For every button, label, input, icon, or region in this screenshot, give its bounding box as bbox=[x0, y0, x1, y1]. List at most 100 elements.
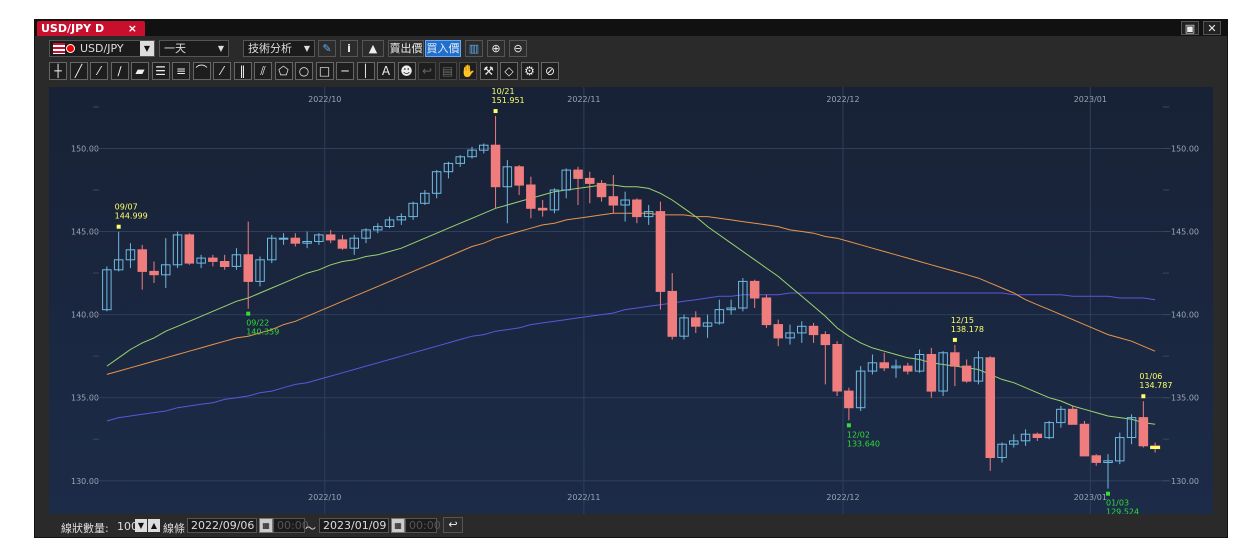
end-time-field[interactable]: 00:00 bbox=[405, 518, 441, 533]
x-tick-top: 2022/12 bbox=[826, 95, 859, 104]
clear-tool[interactable]: ⊘ bbox=[541, 62, 559, 80]
candle-body bbox=[926, 354, 937, 392]
candle-body bbox=[973, 357, 984, 382]
annotation-date: 01/06 bbox=[1139, 372, 1162, 381]
hand-tool[interactable]: ✋ bbox=[459, 62, 477, 80]
vertical-line-tool[interactable]: │ bbox=[356, 62, 375, 80]
horizontal-line-tool[interactable]: ─ bbox=[336, 62, 354, 80]
pentagon-tool[interactable]: ⬠ bbox=[274, 62, 293, 80]
y-tick-right: 140.00 bbox=[1171, 311, 1199, 320]
ray-line-tool[interactable]: ⁄ bbox=[90, 62, 108, 80]
candle-chart-icon[interactable]: ▥ bbox=[465, 40, 483, 57]
bar-count-label: 線狀數量: bbox=[61, 522, 109, 535]
zoom-out-icon[interactable]: ⊖ bbox=[509, 40, 527, 57]
candle-body bbox=[632, 199, 642, 218]
candle-body bbox=[738, 280, 748, 309]
candle-body bbox=[337, 239, 348, 249]
text-tool[interactable]: A bbox=[377, 62, 395, 80]
candle-body bbox=[373, 226, 383, 231]
start-time-field[interactable]: 00:00 bbox=[273, 518, 309, 533]
candle-body bbox=[808, 325, 819, 336]
count-down-icon[interactable]: ▼ bbox=[135, 519, 147, 532]
wrench-tool[interactable]: ⚒ bbox=[479, 62, 498, 80]
settings-tool[interactable]: ⚙ bbox=[520, 62, 539, 80]
count-up-icon[interactable]: ▲ bbox=[148, 519, 160, 532]
end-date-field[interactable]: 2023/01/09 bbox=[319, 518, 389, 533]
fibonacci-tool[interactable]: ≡ bbox=[172, 62, 190, 80]
eraser-tool[interactable]: ◇ bbox=[500, 62, 518, 80]
circle-tool[interactable]: ○ bbox=[295, 62, 313, 80]
start-date-field[interactable]: 2022/09/06 bbox=[187, 518, 257, 533]
reset-icon[interactable]: ↩ bbox=[443, 517, 463, 533]
bid-price-button[interactable]: 買入價 bbox=[425, 40, 461, 57]
y-tick-right: 145.00 bbox=[1171, 228, 1199, 237]
high-marker bbox=[116, 224, 121, 229]
x-tick-bottom: 2023/01 bbox=[1074, 493, 1107, 502]
chart-tab[interactable]: USD/JPY D × bbox=[37, 21, 145, 36]
icon-tool[interactable]: ☻ bbox=[397, 62, 416, 80]
annotation-date: 12/15 bbox=[951, 316, 974, 325]
candle-body bbox=[1079, 423, 1090, 457]
chevron-down-icon: ▼ bbox=[214, 41, 228, 56]
timeframe-label: 一天 bbox=[164, 42, 186, 55]
candle-body bbox=[961, 365, 972, 382]
candle-body bbox=[137, 249, 147, 272]
undo-tool[interactable]: ↩ bbox=[418, 62, 436, 80]
ask-price-button[interactable]: 賣出價 bbox=[388, 40, 424, 57]
chevron-down-icon: ▼ bbox=[140, 41, 154, 56]
candle-body bbox=[149, 270, 159, 276]
copy-tool[interactable]: ▤ bbox=[438, 62, 457, 80]
chart-plot-area[interactable]: 130.00 130.00 135.00 135.00 140.00 140.00 145.… bbox=[49, 87, 1213, 514]
candle-body bbox=[820, 334, 831, 346]
y-tick-left: 140.00 bbox=[71, 311, 99, 320]
symbol-select[interactable]: USD/JPY ▼ bbox=[49, 40, 155, 57]
restore-icon[interactable]: ▣ bbox=[1181, 21, 1199, 35]
candle-body bbox=[325, 234, 336, 241]
candle-body bbox=[914, 354, 925, 372]
trend-line-tool[interactable]: ╱ bbox=[69, 62, 88, 80]
channel-tool[interactable]: ⫽ bbox=[254, 62, 272, 80]
timeframe-select[interactable]: 一天 ▼ bbox=[159, 40, 229, 57]
info-icon[interactable]: i bbox=[340, 40, 358, 57]
candle-body bbox=[290, 237, 301, 244]
low-marker bbox=[246, 311, 251, 316]
candle-body bbox=[408, 202, 418, 218]
vertical-lines-tool[interactable]: ‖ bbox=[233, 62, 252, 80]
candle-body bbox=[785, 332, 795, 339]
crosshair-tool[interactable]: ┼ bbox=[49, 62, 67, 80]
annotation-date: 10/21 bbox=[492, 87, 515, 96]
candle-body bbox=[349, 237, 359, 249]
analysis-select[interactable]: 技術分析 ▼ bbox=[243, 40, 315, 57]
candle-body bbox=[537, 207, 548, 211]
fan-tool[interactable]: ⌒ bbox=[192, 62, 211, 80]
main-toolbar: USD/JPY ▼ 一天 ▼ 技術分析 ▼ ✎ i ▲ 賣出價 買入價 ▥ ⊕ … bbox=[35, 39, 1227, 59]
horizontal-lines-tool[interactable]: ☰ bbox=[151, 62, 170, 80]
annotation-date: 12/02 bbox=[847, 430, 870, 439]
candle-body bbox=[184, 234, 195, 264]
annotation-value: 133.640 bbox=[847, 439, 880, 448]
candle-body bbox=[938, 352, 948, 392]
calendar-icon[interactable]: ▦ bbox=[391, 518, 405, 533]
extended-line-tool[interactable]: ∕ bbox=[110, 62, 129, 80]
candle-body bbox=[867, 362, 878, 372]
tab-close-icon[interactable]: × bbox=[127, 22, 137, 35]
line-label: 線條 bbox=[163, 522, 185, 535]
candle-body bbox=[396, 216, 407, 221]
ruler-tool[interactable]: ▰ bbox=[131, 62, 149, 80]
candle-body bbox=[208, 257, 218, 262]
us-flag-icon bbox=[53, 43, 65, 54]
calendar-icon[interactable]: ▦ bbox=[259, 518, 273, 533]
candle-body bbox=[985, 357, 995, 458]
candle-body bbox=[219, 261, 230, 267]
candle-body bbox=[620, 199, 630, 206]
close-icon[interactable]: ✕ bbox=[1203, 21, 1221, 35]
speed-lines-tool[interactable]: ⁄ bbox=[213, 62, 231, 80]
candle-body bbox=[1138, 417, 1149, 447]
bar-count-value[interactable]: 100 bbox=[117, 520, 138, 533]
mountain-chart-icon[interactable]: ▲ bbox=[362, 40, 384, 57]
zoom-in-icon[interactable]: ⊕ bbox=[487, 40, 505, 57]
price-chart[interactable]: 130.00 130.00 135.00 135.00 140.00 140.00 145.… bbox=[49, 87, 1213, 514]
ma-long-line bbox=[106, 292, 1156, 422]
pencil-icon[interactable]: ✎ bbox=[318, 40, 336, 57]
rectangle-tool[interactable]: □ bbox=[315, 62, 334, 80]
